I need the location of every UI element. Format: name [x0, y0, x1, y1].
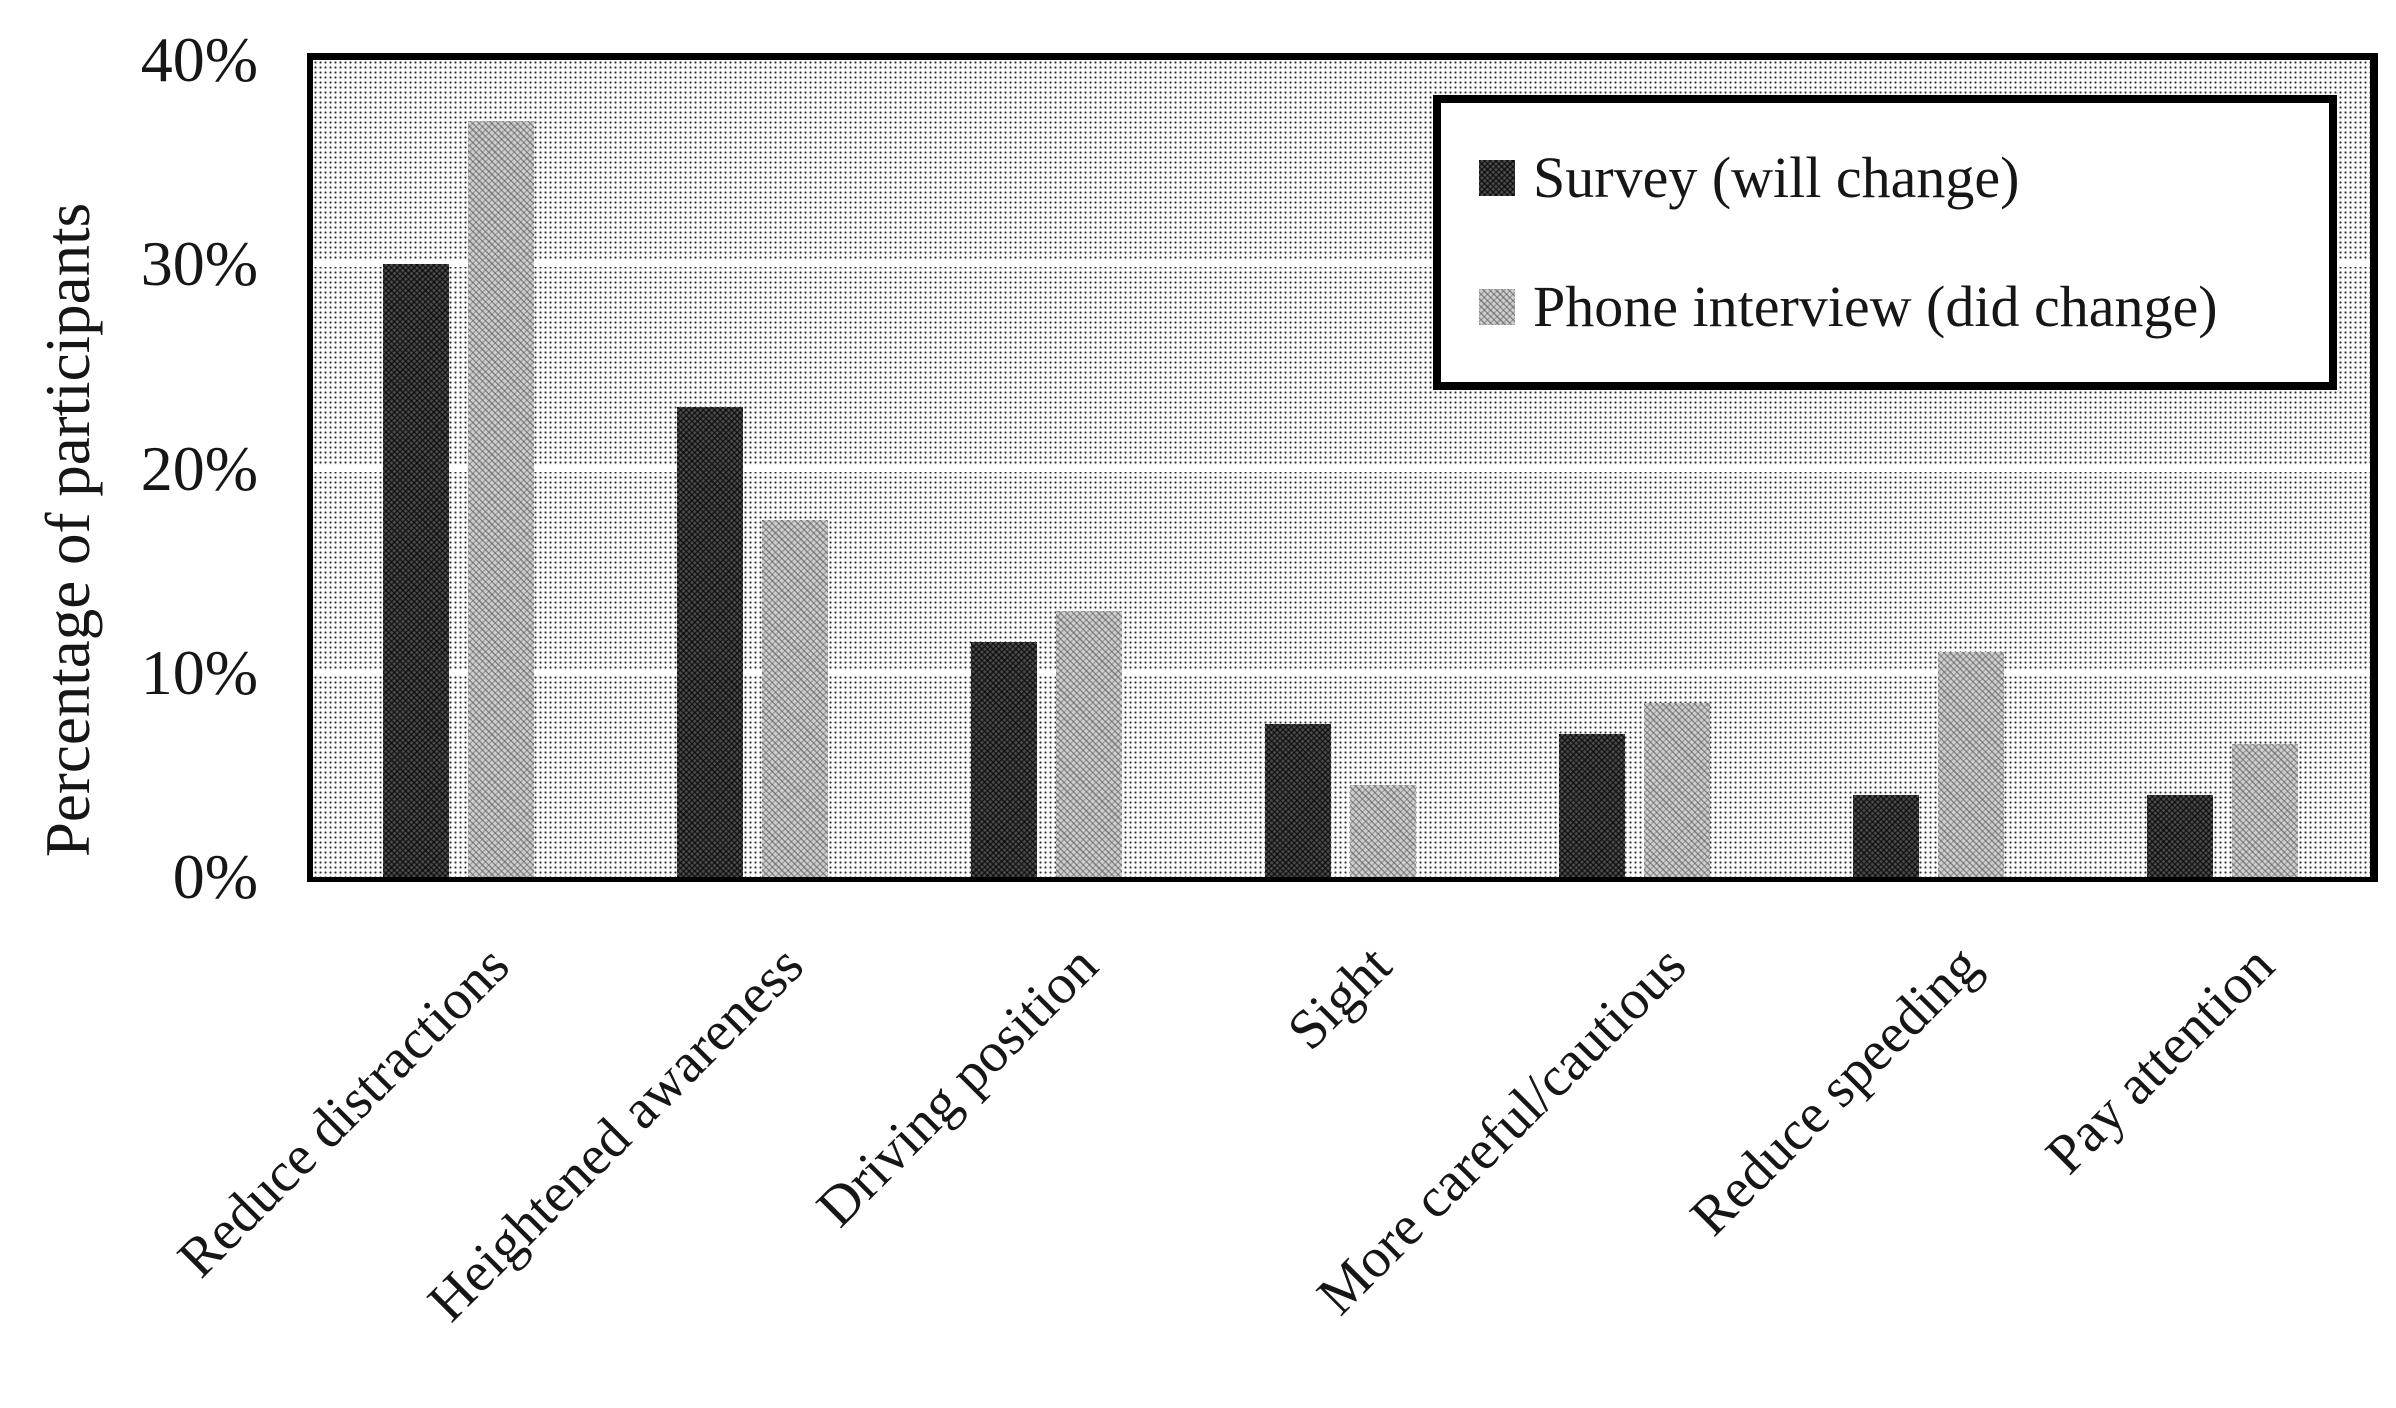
- y-tick-30: 30%: [140, 228, 258, 300]
- bar-phone-1: [468, 121, 534, 877]
- x-label-4: Sight: [1276, 934, 1404, 1062]
- bar-phone-3: [1056, 611, 1122, 877]
- bar-survey-1: [383, 264, 449, 877]
- bar-survey-4: [1265, 723, 1331, 877]
- legend-swatch-light-icon: [1479, 289, 1515, 326]
- gridline-30: [313, 261, 2370, 268]
- bar-phone-4: [1350, 785, 1416, 877]
- x-label-7: Pay attention: [2033, 934, 2286, 1186]
- legend-box: Survey (will change) Phone interview (di…: [1433, 95, 2337, 390]
- x-label-6: Reduce speeding: [1678, 934, 1992, 1248]
- y-tick-0: 0%: [172, 841, 258, 912]
- bar-phone-7: [2232, 744, 2298, 877]
- gridline-20: [313, 465, 2370, 472]
- bar-survey-6: [1853, 795, 1919, 877]
- y-tick-20: 20%: [140, 432, 258, 504]
- legend-label-phone-interview: Phone interview (did change): [1533, 274, 2218, 340]
- x-label-3: Driving position: [805, 934, 1110, 1239]
- bar-survey-7: [2147, 795, 2213, 877]
- legend-swatch-dark-icon: [1479, 159, 1515, 196]
- bar-phone-6: [1938, 652, 2004, 877]
- bar-phone-5: [1644, 703, 1710, 877]
- gridline-10: [313, 669, 2370, 676]
- bar-survey-3: [971, 642, 1037, 877]
- bar-survey-2: [677, 407, 743, 877]
- y-tick-40: 40%: [140, 24, 258, 95]
- legend-entry-survey: Survey (will change): [1479, 144, 2329, 210]
- x-label-1: Reduce distractions: [166, 934, 522, 1290]
- legend-entry-phone-interview: Phone interview (did change): [1479, 275, 2329, 339]
- y-tick-10: 10%: [140, 636, 258, 708]
- legend-label-survey: Survey (will change): [1533, 144, 2020, 210]
- bar-survey-5: [1559, 734, 1625, 877]
- bar-phone-2: [762, 519, 828, 877]
